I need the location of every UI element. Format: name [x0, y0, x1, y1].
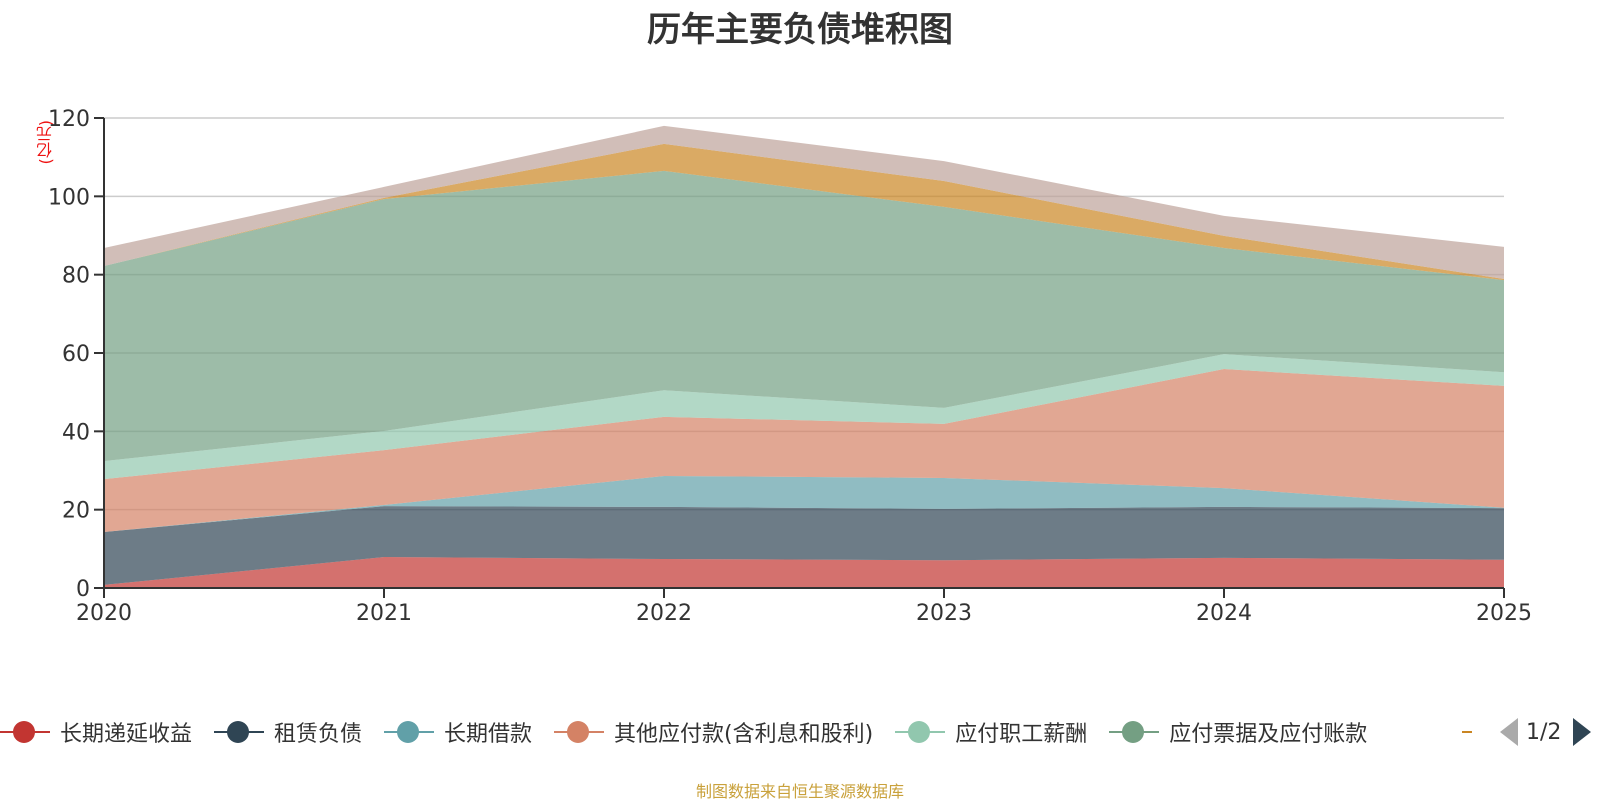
legend-label: 长期递延收益: [60, 722, 193, 747]
area-series-8[interactable]: [104, 125, 1504, 279]
y-tick-label: 80: [62, 264, 90, 289]
x-tick-label: 2022: [636, 601, 692, 626]
y-tick-label: 60: [62, 342, 90, 367]
x-tick-label: 2021: [356, 601, 412, 626]
area-series: [104, 125, 1504, 588]
legend-page-indicator: 1/2: [1526, 719, 1562, 745]
legend-marker-icon: [0, 720, 50, 744]
legend-item[interactable]: 长期递延收益: [0, 716, 192, 748]
area-series-4[interactable]: [104, 369, 1504, 532]
area-series-5[interactable]: [104, 354, 1504, 480]
legend-item[interactable]: 租赁负债: [214, 716, 362, 748]
legend-item[interactable]: 应付票据及应付账款: [1109, 716, 1367, 748]
area-series-3[interactable]: [104, 475, 1504, 532]
axes: 0 20 40 60 80 100 120 2020 2021 2022 2023 2024 2025: [48, 107, 1532, 626]
legend-marker-icon: [214, 720, 265, 744]
legend-next-page-button[interactable]: [1573, 718, 1592, 746]
legend-item[interactable]: 长期借款: [384, 716, 532, 748]
y-tick-label: 100: [48, 185, 90, 210]
legend-label: 应付票据及应付账款: [1169, 722, 1368, 747]
legend-label: 长期借款: [444, 722, 533, 747]
legend-marker-icon: [895, 720, 946, 744]
y-tick-label: 20: [62, 499, 90, 524]
legend: 长期递延收益 租赁负债 长期借款 其他应付款(含利息和股利) 应付职工薪酬 应付票据及应付…: [0, 712, 1389, 752]
y-tick-label: 120: [48, 107, 90, 132]
legend-label: 其他应付款(含利息和股利): [614, 722, 874, 747]
stacked-area-chart: 0 20 40 60 80 100 120 2020 2021 2022 2023 2024 2025: [48, 107, 1532, 626]
y-tick-label: 0: [76, 577, 90, 602]
legend-marker-icon: [1109, 720, 1160, 744]
x-tick-label: 2025: [1476, 601, 1532, 626]
chart-title: 历年主要负债堆积图: [647, 10, 953, 50]
y-tick-label: 40: [62, 420, 90, 445]
area-series-7[interactable]: [104, 143, 1504, 281]
x-tick-label: 2023: [916, 601, 972, 626]
x-tick-label: 2024: [1196, 601, 1252, 626]
legend-label: 租赁负债: [274, 722, 363, 747]
legend-pager: 1/2: [1500, 712, 1592, 752]
legend-label: 应付职工薪酬: [955, 722, 1088, 747]
legend-marker-icon: [554, 720, 605, 744]
area-series-1[interactable]: [104, 557, 1504, 588]
x-tick-label: 2020: [76, 601, 132, 626]
legend-prev-page-button[interactable]: [1500, 718, 1518, 746]
legend-item-partial[interactable]: [1462, 712, 1472, 752]
legend-item[interactable]: 应付职工薪酬: [895, 716, 1087, 748]
legend-marker-icon: [384, 720, 435, 744]
area-series-2[interactable]: [104, 506, 1504, 585]
source-note: 制图数据来自恒生聚源数据库: [695, 782, 904, 801]
legend-item[interactable]: 其他应付款(含利息和股利): [554, 716, 873, 748]
area-series-6[interactable]: [104, 170, 1504, 462]
